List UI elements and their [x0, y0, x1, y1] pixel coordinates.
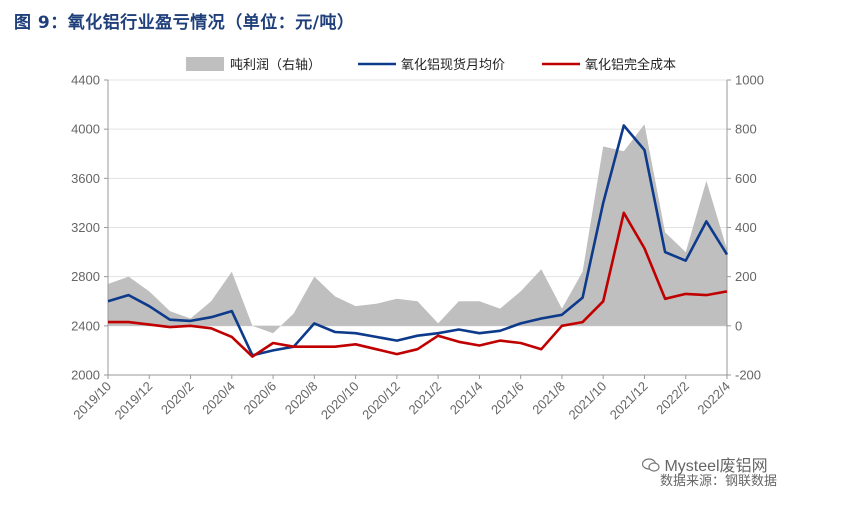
legend-label-profit: 吨利润（右轴）	[230, 58, 321, 73]
x-tick-label: 2021/6	[488, 379, 527, 418]
left-tick-label: 3600	[71, 171, 100, 186]
legend: 吨利润（右轴） 氧化铝现货月均价 氧化铝完全成本	[186, 57, 676, 73]
series-area-profit	[108, 124, 727, 334]
x-tick-label: 2019/10	[70, 379, 114, 423]
series-line-price	[107, 124, 729, 357]
source-note: 数据来源：钢联数据	[660, 474, 778, 489]
x-tick-label: 2020/8	[282, 379, 321, 418]
x-tick-label: 2021/8	[529, 379, 568, 418]
profit-area-layer	[108, 124, 727, 334]
left-tick-label: 2800	[71, 269, 100, 284]
lines-layer	[107, 124, 729, 358]
watermark-text: Mysteel废铝网	[664, 458, 768, 475]
x-tick-label: 2020/4	[199, 379, 238, 418]
x-tick-label: 2020/2	[158, 379, 197, 418]
x-tick-label: 2022/4	[694, 379, 733, 418]
left-tick-label: 4000	[71, 122, 100, 137]
right-tick-label: 0	[735, 318, 742, 333]
right-tick-label: 200	[735, 269, 757, 284]
right-tick-label: 400	[735, 220, 757, 235]
x-tick-label: 2021/2	[406, 379, 445, 418]
x-tick-label: 2021/10	[565, 379, 609, 423]
left-tick-label: 4400	[71, 73, 100, 88]
x-tick-label: 2022/2	[653, 379, 692, 418]
x-tick-label: 2020/12	[359, 379, 403, 423]
right-tick-label: -200	[735, 368, 761, 383]
legend-swatch-profit	[186, 57, 224, 71]
watermark: Mysteel废铝网	[641, 452, 768, 476]
left-tick-label: 3200	[71, 220, 100, 235]
legend-label-price: 氧化铝现货月均价	[401, 57, 505, 73]
chart-title: 图 9：氧化铝行业盈亏情况（单位：元/吨）	[14, 13, 355, 33]
x-tick-label: 2020/6	[240, 379, 279, 418]
wechat-icon	[641, 458, 660, 472]
x-tick-label: 2021/4	[447, 379, 486, 418]
x-tick-label: 2019/12	[112, 379, 156, 423]
left-tick-label: 2000	[71, 368, 100, 383]
right-tick-label: 800	[735, 122, 757, 137]
series-line-cost	[108, 211, 728, 358]
legend-label-cost: 氧化铝完全成本	[585, 57, 676, 73]
right-tick-label: 600	[735, 171, 757, 186]
x-tick-label: 2021/12	[607, 379, 651, 423]
left-tick-label: 2400	[71, 318, 100, 333]
right-tick-label: 1000	[735, 73, 764, 88]
x-tick-label: 2020/10	[318, 379, 362, 423]
